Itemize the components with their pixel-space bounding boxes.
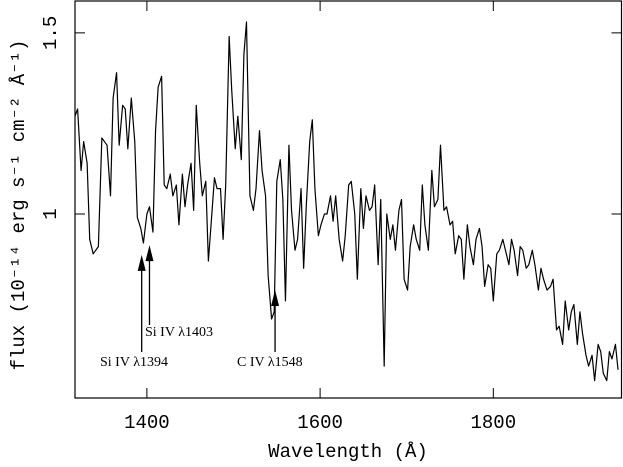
arrow-head <box>271 290 280 307</box>
x-tick-label: 1600 <box>297 412 343 434</box>
annotation-label: Si IV λ1403 <box>145 325 213 340</box>
annotation-label: Si IV λ1394 <box>100 355 168 370</box>
arrow-head <box>145 245 154 262</box>
x-tick-label: 1800 <box>471 412 517 434</box>
y-tick-label: 1 <box>40 208 62 219</box>
y-axis-label: flux (10⁻¹⁴ erg s⁻¹ cm⁻² Å⁻¹) <box>8 40 30 371</box>
arrow-head <box>137 254 146 271</box>
y-tick-label: 1.5 <box>40 16 62 50</box>
plot-frame <box>74 0 623 399</box>
x-axis-label: Wavelength (Å) <box>268 441 428 463</box>
spectrum-line <box>74 21 619 382</box>
annotation-label: C IV λ1548 <box>237 355 303 370</box>
x-tick-label: 1400 <box>124 412 170 434</box>
